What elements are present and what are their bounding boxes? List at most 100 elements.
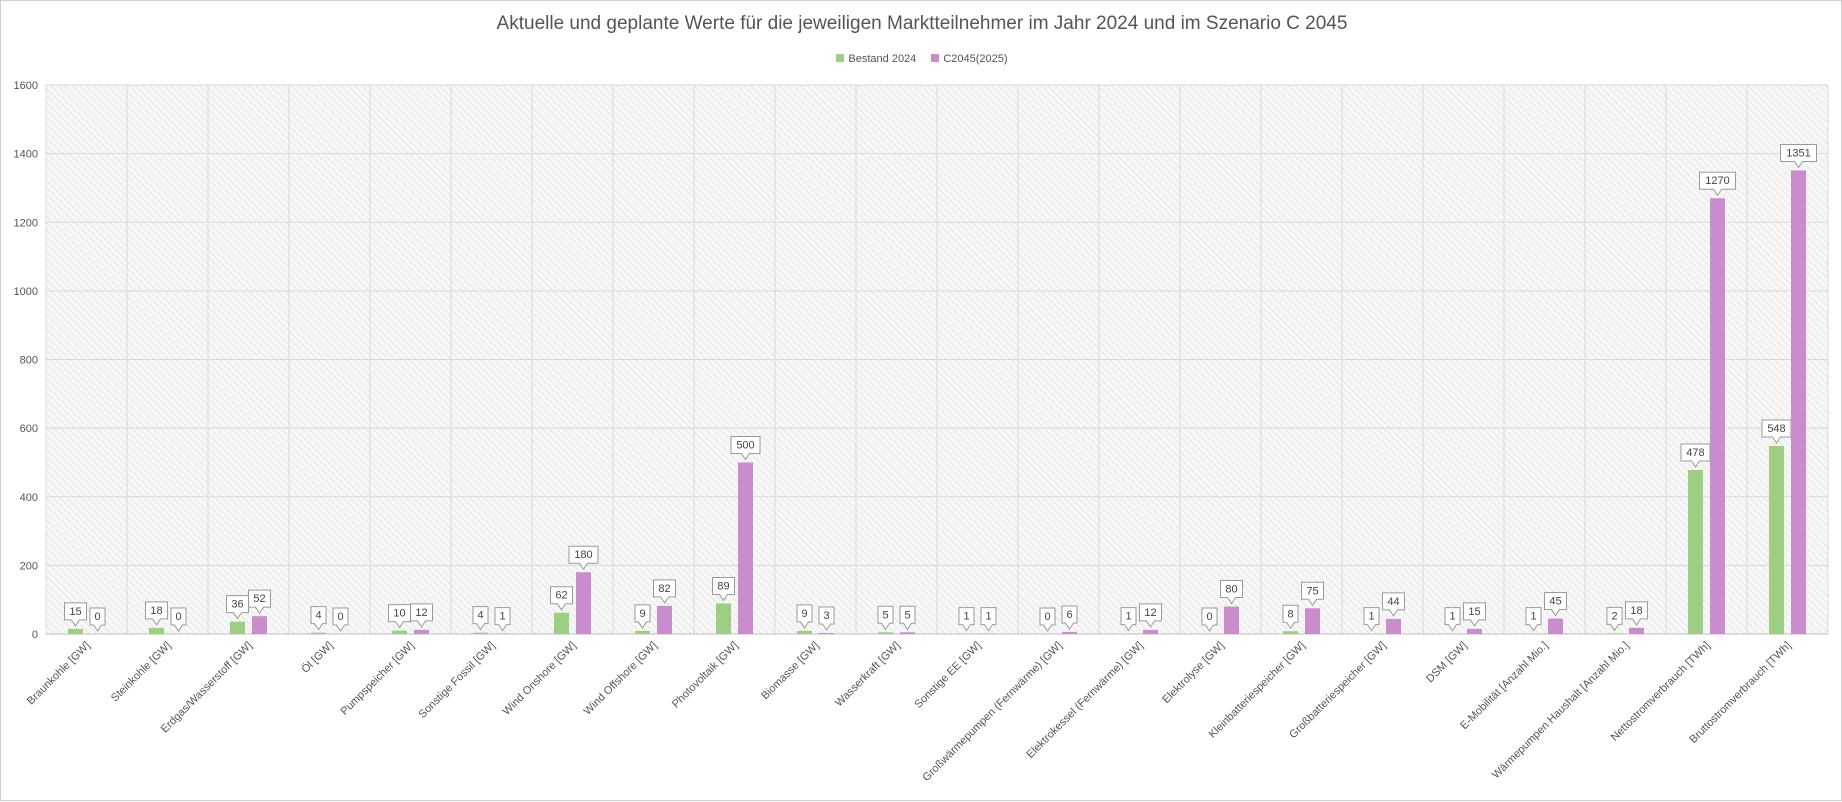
bar — [716, 603, 731, 634]
x-tick-label: Erdgas/Wasserstoff [GW] — [159, 640, 255, 736]
data-label: 3 — [823, 610, 829, 622]
y-tick-label: 400 — [20, 492, 38, 504]
bar — [1143, 630, 1158, 634]
x-tick-label: Sonstige Fossil [GW] — [417, 640, 498, 721]
data-label: 12 — [1144, 607, 1156, 619]
data-label: 1351 — [1786, 147, 1810, 159]
bar — [1791, 170, 1806, 634]
x-tick-label: Großbatteriespeicher [GW] — [1287, 640, 1388, 741]
data-label: 6 — [1066, 609, 1072, 621]
bar — [1548, 619, 1563, 634]
x-tick-label: E-Mobilität [Anzahl Mio.] — [1458, 640, 1550, 732]
data-label: 89 — [717, 580, 729, 592]
data-label: 8 — [1287, 608, 1293, 620]
bar — [1710, 198, 1725, 634]
data-label: 5 — [904, 609, 910, 621]
data-label: 82 — [658, 583, 670, 595]
data-label: 0 — [1044, 611, 1050, 623]
data-label: 4 — [477, 610, 483, 622]
x-tick-label: Elektrolyse [GW] — [1160, 640, 1226, 706]
data-label: 1 — [963, 611, 969, 623]
y-tick-label: 200 — [20, 560, 38, 572]
y-tick-label: 1600 — [14, 80, 38, 92]
bar — [473, 633, 488, 634]
data-label: 1 — [1449, 611, 1455, 623]
bar — [149, 628, 164, 634]
data-label: 2 — [1611, 610, 1617, 622]
bar — [819, 633, 834, 634]
bar — [635, 631, 650, 634]
x-tick-label: Braunkohle [GW] — [25, 640, 93, 708]
data-label: 1 — [1530, 611, 1536, 623]
data-label: 1 — [985, 611, 991, 623]
x-tick-label: Großwärmepumpen (Fernwärme) [GW] — [920, 640, 1064, 784]
bar — [1386, 619, 1401, 634]
data-label: 0 — [175, 611, 181, 623]
data-label: 12 — [415, 607, 427, 619]
x-tick-label: Wind Onshore [GW] — [501, 640, 579, 718]
data-label: 44 — [1387, 596, 1399, 608]
bar — [392, 631, 407, 634]
data-label: 5 — [882, 609, 888, 621]
bar — [1062, 632, 1077, 634]
data-label: 15 — [69, 606, 81, 618]
bar — [1607, 633, 1622, 634]
y-tick-label: 1200 — [14, 217, 38, 229]
data-label: 1270 — [1705, 175, 1729, 187]
data-label: 1 — [1125, 611, 1131, 623]
data-label: 36 — [231, 599, 243, 611]
bar — [1688, 470, 1703, 634]
y-tick-label: 1000 — [14, 286, 38, 298]
data-label: 52 — [253, 593, 265, 605]
x-tick-label: Wärmepumpen Haushalt [Anzahl Mio.] — [1490, 640, 1632, 782]
data-label: 0 — [1206, 611, 1212, 623]
data-label: 62 — [555, 590, 567, 602]
data-label: 10 — [393, 608, 405, 620]
data-label: 548 — [1767, 423, 1785, 435]
data-label: 0 — [94, 611, 100, 623]
data-label: 9 — [639, 608, 645, 620]
bar — [68, 629, 83, 634]
data-label: 1 — [499, 611, 505, 623]
x-tick-label: Photovoltaik [GW] — [670, 640, 741, 711]
data-label: 75 — [1306, 585, 1318, 597]
bar — [554, 613, 569, 634]
x-tick-label: Pumpspeicher [GW] — [339, 640, 417, 718]
bar — [252, 616, 267, 634]
data-label: 1 — [1368, 611, 1374, 623]
bar — [230, 622, 245, 634]
bar — [1283, 631, 1298, 634]
data-label: 180 — [574, 549, 592, 561]
y-tick-label: 600 — [20, 423, 38, 435]
data-label: 478 — [1686, 447, 1704, 459]
x-tick-label: Steinkohle [GW] — [109, 640, 174, 705]
bar — [797, 631, 812, 634]
bar — [900, 632, 915, 634]
bar — [738, 462, 753, 634]
y-tick-label: 0 — [32, 629, 38, 641]
y-tick-label: 1400 — [14, 149, 38, 161]
x-tick-label: Kleinbatteriespeicher [GW] — [1207, 640, 1308, 741]
data-label: 15 — [1468, 606, 1480, 618]
x-tick-label: Sonstige EE [GW] — [912, 640, 983, 711]
bar — [1467, 629, 1482, 634]
y-tick-label: 800 — [20, 355, 38, 367]
data-label: 18 — [1630, 605, 1642, 617]
bar — [1305, 608, 1320, 634]
x-tick-label: Wasserkraft [GW] — [833, 640, 903, 710]
bar — [576, 572, 591, 634]
bar — [657, 606, 672, 634]
bar — [311, 633, 326, 634]
data-label: 0 — [337, 611, 343, 623]
x-tick-label: Wind Offshore [GW] — [582, 640, 660, 718]
bar — [1224, 607, 1239, 634]
data-label: 80 — [1225, 584, 1237, 596]
bar — [414, 630, 429, 634]
data-label: 4 — [315, 610, 321, 622]
x-tick-label: DSM [GW] — [1424, 640, 1470, 686]
data-label: 500 — [736, 439, 754, 451]
data-label: 9 — [801, 608, 807, 620]
x-tick-label: Öl [GW] — [299, 640, 335, 676]
